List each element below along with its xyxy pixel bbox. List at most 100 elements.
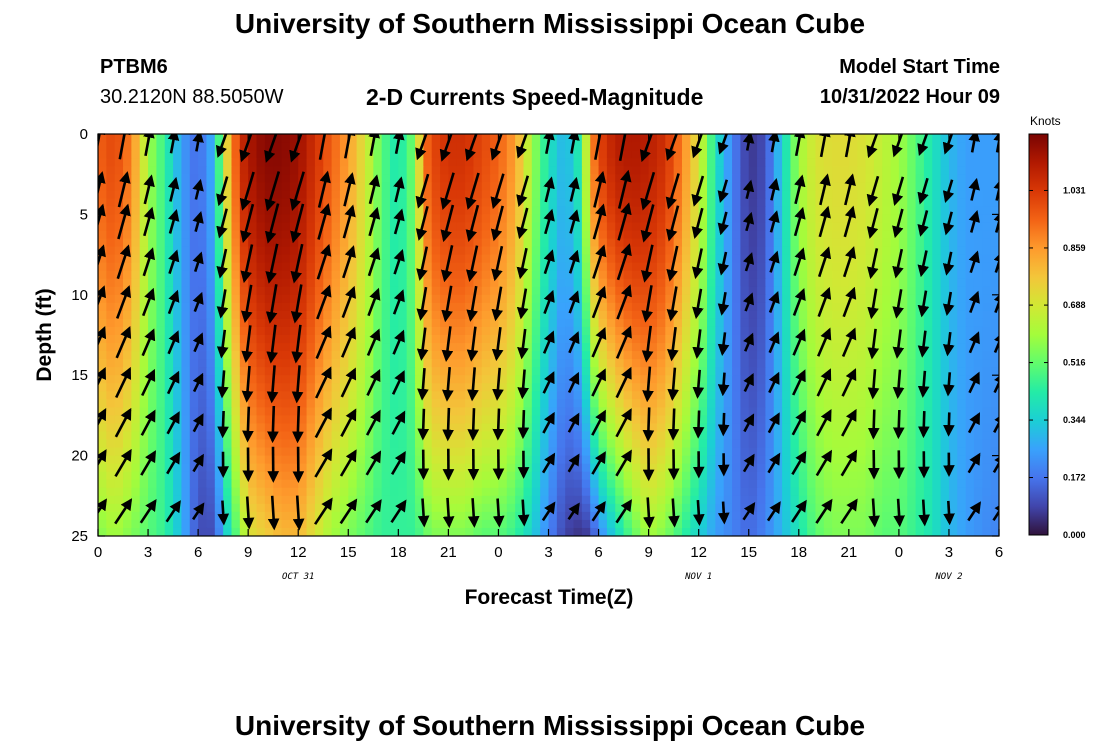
heatmap-cell	[481, 391, 491, 400]
heatmap-cell	[773, 222, 783, 232]
heatmap-cell	[748, 487, 758, 497]
heatmap-cell	[498, 230, 508, 240]
heatmap-cell	[331, 150, 341, 159]
heatmap-cell	[723, 479, 733, 489]
heatmap-cell	[356, 471, 366, 481]
heatmap-cell	[848, 262, 858, 272]
heatmap-cell	[765, 302, 775, 312]
heatmap-cell	[940, 375, 950, 384]
heatmap-cell	[723, 495, 733, 505]
heatmap-cell	[440, 174, 449, 183]
heatmap-cell	[431, 174, 441, 183]
heatmap-cell	[273, 335, 283, 344]
heatmap-cell	[623, 471, 633, 481]
heatmap-cell	[473, 359, 483, 368]
heatmap-cell	[381, 134, 391, 143]
heatmap-cell	[490, 286, 500, 296]
heatmap-cell	[832, 190, 842, 199]
heatmap-cell	[865, 278, 875, 288]
heatmap-cell	[890, 134, 900, 143]
heatmap-cell	[506, 142, 516, 151]
heatmap-cell	[982, 246, 992, 256]
heatmap-cell	[723, 150, 733, 159]
heatmap-cell	[123, 142, 132, 151]
heatmap-cell	[306, 158, 316, 167]
heatmap-cell	[423, 447, 433, 457]
heatmap-cell	[673, 270, 683, 280]
heatmap-cell	[531, 495, 541, 505]
heatmap-cell	[665, 439, 675, 449]
heatmap-cell	[348, 198, 358, 207]
heatmap-cell	[314, 343, 324, 352]
heatmap-cell	[623, 134, 633, 143]
heatmap-cell	[465, 182, 475, 191]
heatmap-cell	[298, 142, 308, 151]
heatmap-cell	[815, 359, 825, 368]
heatmap-cell	[523, 455, 533, 465]
heatmap-cell	[873, 238, 883, 248]
heatmap-cell	[865, 487, 875, 497]
heatmap-cell	[189, 359, 199, 368]
heatmap-cell	[465, 495, 475, 505]
heatmap-cell	[948, 134, 958, 143]
heatmap-cell	[431, 431, 441, 441]
heatmap-cell	[640, 214, 650, 224]
heatmap-cell	[198, 174, 208, 183]
heatmap-cell	[281, 158, 291, 167]
heatmap-cell	[631, 455, 641, 465]
heatmap-cell	[448, 214, 458, 224]
heatmap-cell	[640, 407, 650, 416]
heatmap-cell	[940, 254, 950, 264]
heatmap-cell	[848, 479, 858, 489]
heatmap-cell	[773, 158, 783, 167]
heatmap-cell	[590, 423, 600, 433]
heatmap-cell	[148, 150, 157, 159]
heatmap-cell	[264, 134, 274, 143]
heatmap-cell	[631, 431, 641, 441]
heatmap-cell	[848, 423, 858, 433]
heatmap-cell	[765, 423, 775, 433]
heatmap-cell	[807, 407, 817, 416]
heatmap-cell	[231, 318, 241, 328]
heatmap-cell	[548, 142, 558, 151]
heatmap-cell	[298, 318, 308, 328]
heatmap-cell	[707, 214, 716, 224]
heatmap-cell	[907, 310, 917, 320]
heatmap-cell	[248, 278, 258, 288]
heatmap-cell	[765, 286, 775, 296]
heatmap-cell	[673, 142, 683, 151]
heatmap-cell	[890, 182, 900, 191]
heatmap-cell	[256, 174, 266, 183]
heatmap-cell	[148, 230, 157, 240]
heatmap-cell	[940, 158, 950, 167]
heatmap-cell	[306, 214, 316, 224]
heatmap-cell	[681, 471, 691, 481]
heatmap-cell	[498, 206, 508, 215]
heatmap-cell	[590, 166, 600, 175]
heatmap-cell	[465, 294, 475, 304]
heatmap-cell	[698, 479, 708, 489]
heatmap-cell	[932, 310, 942, 320]
heatmap-cell	[640, 495, 650, 505]
heatmap-cell	[198, 278, 208, 288]
heatmap-cell	[581, 166, 591, 175]
heatmap-cell	[782, 198, 792, 207]
heatmap-cell	[273, 294, 283, 304]
heatmap-cell	[565, 495, 575, 505]
heatmap-cell	[548, 431, 558, 441]
heatmap-cell	[873, 214, 883, 224]
heatmap-cell	[932, 367, 942, 376]
heatmap-cell	[681, 415, 691, 425]
heatmap-cell	[289, 262, 299, 272]
heatmap-cell	[506, 166, 516, 175]
heatmap-cell	[948, 206, 958, 215]
heatmap-cell	[631, 495, 641, 505]
heatmap-cell	[648, 351, 658, 360]
heatmap-cell	[807, 302, 817, 312]
heatmap-cell	[832, 487, 842, 497]
heatmap-cell	[673, 463, 683, 473]
heatmap-cell	[264, 214, 274, 224]
heatmap-cell	[273, 190, 283, 199]
heatmap-cell	[123, 150, 132, 159]
heatmap-cell	[431, 214, 441, 224]
